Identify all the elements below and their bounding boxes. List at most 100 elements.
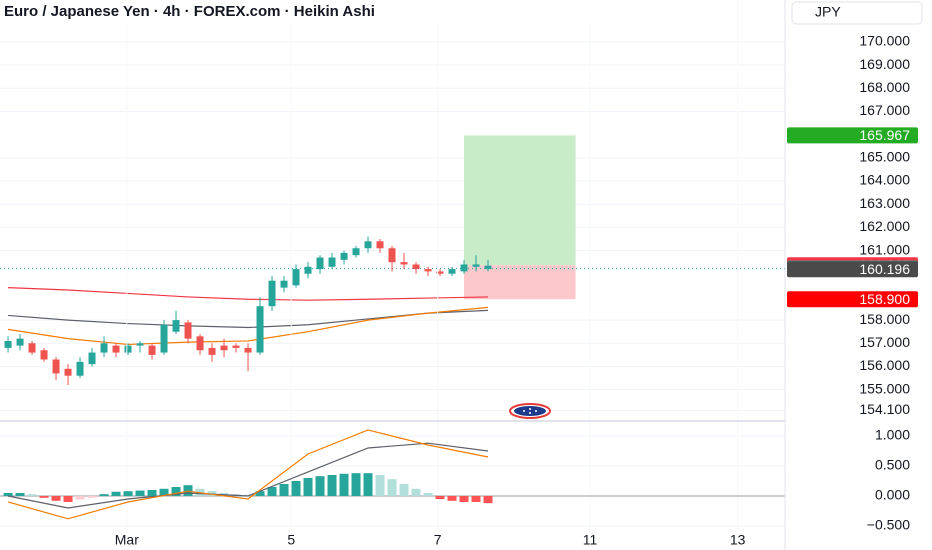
candle-body (4, 340, 12, 348)
panes (0, 41, 785, 527)
candle-body (256, 306, 264, 353)
candle-body (124, 345, 132, 353)
candle-body (412, 264, 420, 270)
histogram-bar (27, 494, 37, 496)
y-tick-label: −0.500 (867, 517, 910, 533)
currency-box[interactable] (791, 1, 923, 25)
x-tick-label: Mar (115, 532, 139, 548)
price-label: 158.900 (859, 291, 910, 307)
y-tick-label: 168.000 (859, 79, 910, 95)
candle-body (460, 264, 468, 272)
histogram-bar (447, 495, 457, 501)
histogram-bar (375, 474, 385, 496)
histogram-bar (411, 488, 421, 496)
candle-body (52, 359, 60, 374)
histogram-bar (267, 486, 277, 496)
flag-icon (509, 403, 551, 419)
histogram-bar (483, 495, 493, 504)
candle-body (340, 252, 348, 260)
candle-body (64, 368, 72, 376)
price-label: 165.967 (859, 127, 910, 143)
y-tick-label: 155.000 (859, 380, 910, 396)
candle-body (40, 350, 48, 360)
currency: JPY (815, 4, 841, 20)
histogram-bar (99, 494, 109, 496)
y-tick-label: 169.000 (859, 56, 910, 72)
histogram-bar (423, 492, 433, 496)
histogram-bar (159, 488, 169, 496)
y-tick-label: 1.000 (875, 427, 910, 443)
candle-body (196, 336, 204, 351)
price-label: 160.196 (859, 261, 910, 277)
candle-body (160, 324, 168, 353)
candle-body (232, 345, 240, 348)
candle-body (400, 262, 408, 265)
candle-body (424, 269, 432, 272)
x-tick-label: 7 (434, 532, 442, 548)
y-tick-label: 162.000 (859, 218, 910, 234)
histogram-bar (51, 495, 61, 501)
candle-body (448, 269, 456, 274)
y-tick-label: 157.000 (859, 334, 910, 350)
candle-body (208, 347, 216, 355)
x-tick-label: 11 (583, 532, 598, 548)
candle-body (136, 343, 144, 346)
price-label-box (787, 261, 918, 278)
histogram-bar (459, 495, 469, 502)
candle-body (100, 343, 108, 353)
histogram-bar (171, 486, 181, 496)
indicator-line (8, 287, 489, 301)
histogram-bar (315, 476, 325, 496)
histogram-bar (135, 490, 145, 496)
y-tick-label: 170.000 (859, 33, 910, 49)
candle-body (364, 241, 372, 249)
histogram-bar (303, 477, 313, 496)
candle-body (436, 271, 444, 274)
histogram-bar (75, 495, 85, 500)
y-tick-label: 154.100 (859, 401, 910, 417)
candle-body (172, 320, 180, 332)
histogram-bar (87, 495, 97, 498)
candle-body (472, 264, 480, 267)
candle-body (316, 257, 324, 270)
candle-body (376, 241, 384, 249)
y-tick-label: 163.000 (859, 195, 910, 211)
indicator-line (7, 306, 489, 346)
candle-body (352, 248, 360, 256)
histogram-bar (387, 479, 397, 496)
candle-body (244, 347, 252, 353)
histogram-bar (111, 491, 121, 496)
y-tick-label: 164.000 (859, 172, 910, 188)
histogram-bar (435, 495, 445, 499)
candle-body (484, 265, 492, 270)
histogram-bar (279, 483, 289, 496)
y-tick-label: 156.000 (859, 357, 910, 373)
histogram-bar (351, 473, 361, 496)
overlay: 170.000 169.000 168.000 167.000 165.000 164.0… (115, 33, 918, 548)
candle-body (220, 345, 228, 351)
histogram-bar (63, 495, 73, 502)
y-tick-label: 0.000 (875, 487, 910, 503)
y-tick-label: 161.000 (859, 241, 910, 257)
candle-body (388, 248, 396, 263)
candle-body (280, 280, 288, 288)
candle-body (292, 269, 300, 286)
position-loss (464, 265, 576, 300)
candle-body (148, 345, 156, 355)
x-tick-label: 5 (287, 532, 295, 548)
indicator-line (7, 429, 489, 520)
histogram-bar (399, 483, 409, 496)
x-tick-label: 13 (730, 532, 746, 548)
candle-body (16, 338, 24, 346)
histogram-bar (3, 492, 13, 496)
candle-body (184, 322, 192, 339)
y-tick-label: 0.500 (875, 457, 910, 473)
chart-title: Euro / Japanese Yen · 4h · FOREX.com · H… (4, 3, 375, 20)
candle-body (112, 345, 120, 353)
histogram-bar (15, 492, 25, 496)
candle-body (328, 257, 336, 267)
indicator-line (7, 442, 489, 509)
y-tick-label: 158.000 (859, 311, 910, 327)
candle-body (268, 280, 276, 307)
histogram-bar (147, 489, 157, 496)
